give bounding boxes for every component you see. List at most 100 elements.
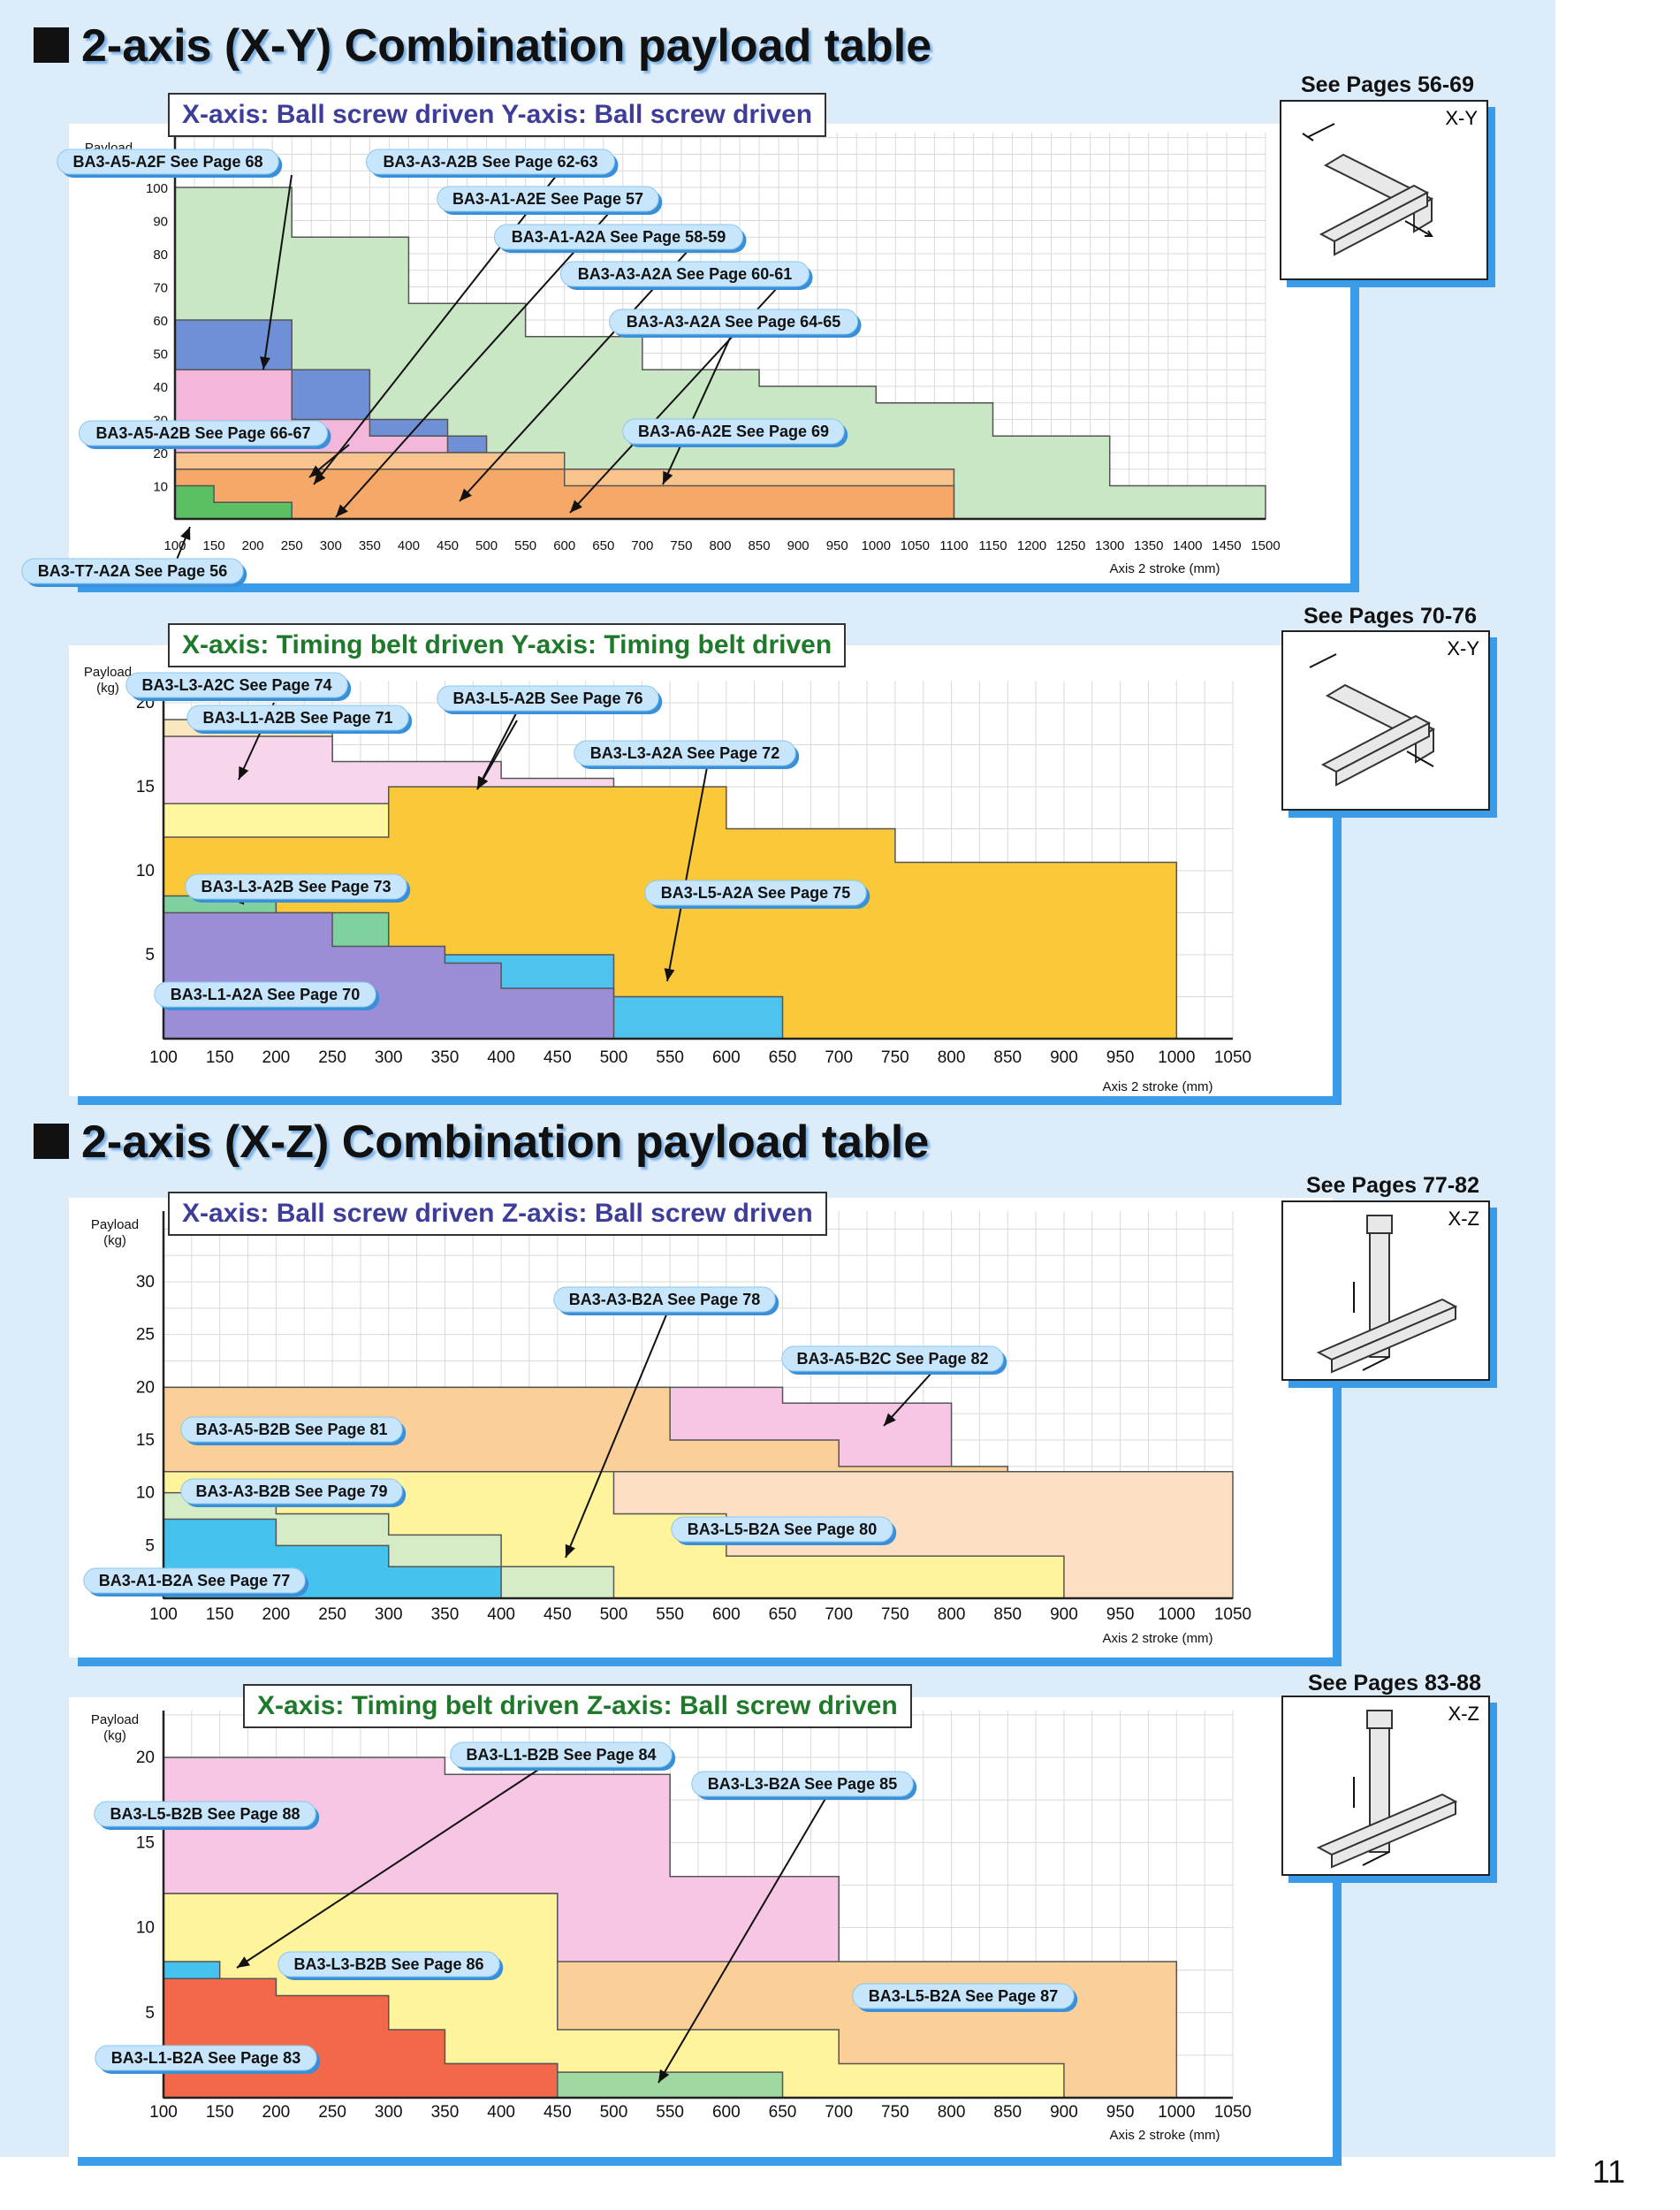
callout-pill (125, 672, 348, 698)
arrowhead-icon (658, 2069, 670, 2083)
x-tick-label: 250 (318, 1605, 346, 1624)
x-tick-label: 600 (712, 1048, 741, 1067)
x-tick-label: 700 (825, 2103, 853, 2122)
callout-pill (186, 705, 409, 731)
arrowhead-icon (239, 766, 249, 780)
x-tick-label: 300 (320, 538, 342, 553)
x-tick-label: 800 (938, 2103, 966, 2122)
series-label: BA3-L5-B2A See Page 87 (869, 1987, 1058, 2005)
y-tick-label: 10 (153, 480, 168, 495)
x-tick-label: 900 (787, 538, 810, 553)
arrowhead-icon (664, 968, 675, 981)
x-tick-label: 700 (825, 1605, 853, 1624)
x-tick-label: 300 (375, 1605, 403, 1624)
x-tick-label: 150 (203, 538, 225, 553)
x-tick-label: 1450 (1212, 538, 1241, 553)
y-tick-label: 50 (153, 347, 168, 362)
arrowhead-icon (180, 527, 191, 541)
chart-4: 100 150 200 250 300 350 400 450 500 550 600 650 700 7… (91, 1711, 1251, 2143)
x-tick-label: 200 (242, 538, 264, 553)
y-axis-label: Payload (84, 665, 132, 680)
xz-robot-icon (1316, 1710, 1458, 1869)
callout-pill (180, 1478, 403, 1505)
xy-robot-icon (1302, 123, 1434, 256)
x-tick-label: 600 (712, 2103, 741, 2122)
series-label: BA3-L1-B2A See Page 83 (111, 2049, 300, 2067)
x-tick-label: 500 (600, 1605, 628, 1624)
y-tick-label: 80 (153, 248, 168, 263)
see-pages-4: See Pages 83-88 (1308, 1671, 1481, 1696)
x-tick-label: 850 (749, 538, 771, 553)
callout-pill (437, 685, 659, 712)
x-tick-label: 800 (709, 538, 731, 553)
callout-pill (154, 981, 376, 1008)
x-axis-label: Axis 2 stroke (mm) (1102, 1631, 1212, 1646)
section-title-xy: 2-axis (X-Y) Combination payload table (34, 19, 931, 72)
chart-2-title: X-axis: Timing belt driven Y-axis: Timin… (168, 623, 847, 667)
callout-pill (79, 420, 328, 446)
x-tick-label: 200 (262, 1605, 291, 1624)
xz-robot-icon (1316, 1215, 1458, 1374)
series-label: BA3-L3-A2B See Page 73 (201, 878, 391, 895)
x-tick-label: 450 (544, 1048, 572, 1067)
x-tick-label: 900 (1050, 1048, 1078, 1067)
callout-pill (95, 2045, 317, 2071)
x-tick-label: 1200 (1017, 538, 1046, 553)
x-tick-label: 1300 (1095, 538, 1124, 553)
callout-arrow (662, 333, 733, 485)
y-tick-label: 60 (153, 314, 168, 329)
y-axis-unit: (kg) (103, 1728, 126, 1743)
series-label: BA3-A6-A2E See Page 69 (638, 423, 829, 440)
page-number: 11 (1592, 2153, 1625, 2190)
y-tick-label: 5 (145, 946, 155, 964)
y-axis-unit: (kg) (96, 681, 119, 696)
y-tick-label: 15 (136, 1833, 155, 1852)
x-tick-label: 800 (938, 1605, 966, 1624)
series-label: BA3-A1-A2E See Page 57 (452, 190, 643, 208)
series-label: BA3-L1-A2B See Page 71 (202, 709, 392, 727)
series-label: BA3-A3-A2A See Page 64-65 (627, 313, 840, 331)
x-tick-label: 250 (281, 538, 303, 553)
chart-2: 100 150 200 250 300 350 400 450 500 550 600 650 700 7… (84, 665, 1251, 1094)
callout-arrow (262, 174, 293, 370)
x-tick-label: 1500 (1250, 538, 1280, 553)
arrowhead-icon (314, 471, 326, 484)
x-tick-label: 500 (475, 538, 498, 553)
x-tick-label: 150 (206, 1605, 234, 1624)
x-tick-label: 1150 (978, 538, 1007, 553)
x-tick-label: 950 (826, 538, 848, 553)
callout-pill (185, 873, 407, 900)
x-tick-label: 400 (398, 538, 420, 553)
x-tick-label: 400 (487, 1605, 515, 1624)
x-tick-label: 150 (206, 1048, 234, 1067)
arrowhead-icon (663, 470, 673, 484)
x-axis-label: Axis 2 stroke (mm) (1109, 2128, 1220, 2143)
x-tick-label: 1350 (1134, 538, 1163, 553)
x-tick-label: 450 (544, 1605, 572, 1624)
x-tick-label: 1000 (1158, 1048, 1195, 1067)
series-label: BA3-A3-B2A See Page 78 (569, 1291, 760, 1308)
series-label: BA3-A1-B2A See Page 77 (99, 1572, 290, 1589)
x-tick-label: 200 (262, 1048, 291, 1067)
y-tick-label: 20 (136, 1749, 155, 1767)
square-bullet-icon (34, 27, 69, 63)
x-tick-label: 350 (359, 538, 381, 553)
series-label: BA3-A5-A2B See Page 66-67 (95, 424, 310, 442)
square-bullet-icon (34, 1124, 69, 1159)
x-tick-label: 450 (544, 2103, 572, 2122)
x-tick-label: 900 (1050, 1605, 1078, 1624)
x-tick-label: 100 (149, 1048, 178, 1067)
y-axis-unit: (kg) (103, 1233, 126, 1248)
series-label: BA3-L5-A2B See Page 76 (452, 690, 642, 707)
x-tick-label: 300 (375, 2103, 403, 2122)
x-tick-label: 750 (881, 1048, 909, 1067)
x-tick-label: 450 (437, 538, 459, 553)
x-tick-label: 950 (1106, 2103, 1135, 2122)
x-tick-label: 150 (206, 2103, 234, 2122)
callout-arrow (476, 711, 518, 790)
callout-pill (277, 1951, 500, 1978)
y-tick-label: 70 (153, 281, 168, 296)
x-tick-label: 500 (600, 2103, 628, 2122)
arrowhead-icon (570, 499, 582, 513)
x-tick-label: 750 (881, 1605, 909, 1624)
